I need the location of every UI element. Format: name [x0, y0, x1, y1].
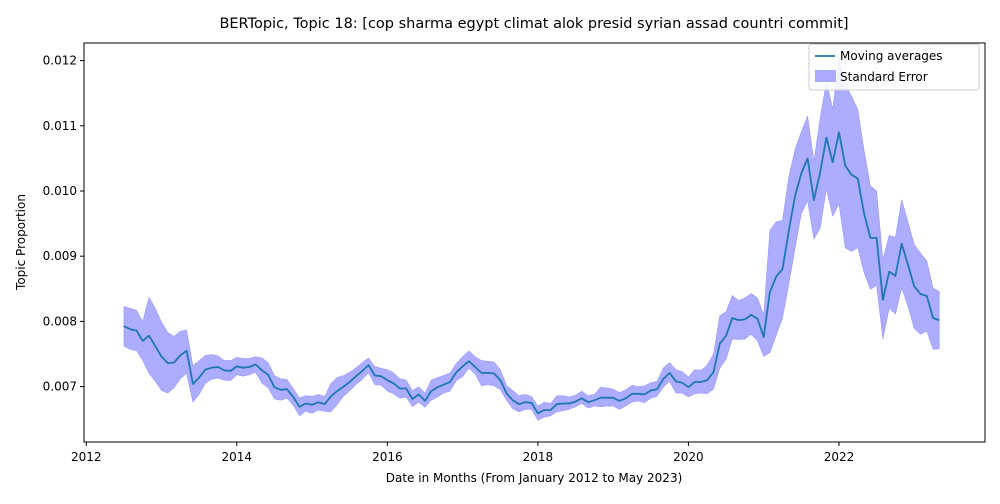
- y-axis-label: Topic Proportion: [14, 194, 28, 291]
- chart-title: BERTopic, Topic 18: [cop sharma egypt cl…: [219, 16, 848, 32]
- x-tick-label: 2016: [372, 450, 403, 464]
- x-tick-label: 2020: [673, 450, 704, 464]
- x-tick-label: 2022: [824, 450, 855, 464]
- x-axis: 2012 2014 2016 2018 2020 2022: [71, 442, 854, 464]
- legend-label-moving-averages: Moving averages: [840, 49, 943, 63]
- legend-label-standard-error: Standard Error: [840, 70, 928, 84]
- y-axis: 0.007 0.008 0.009 0.010 0.011 0.012: [43, 54, 84, 394]
- plot-area: [123, 57, 940, 421]
- legend: Moving averages Standard Error: [808, 43, 980, 91]
- x-tick-label: 2012: [71, 450, 102, 464]
- y-tick-label: 0.011: [43, 119, 77, 133]
- standard-error-band: [123, 57, 940, 421]
- y-tick-label: 0.009: [43, 249, 77, 263]
- x-axis-label: Date in Months (From January 2012 to May…: [386, 471, 683, 485]
- moving-average-line: [123, 131, 940, 415]
- x-tick-label: 2014: [222, 450, 253, 464]
- y-tick-label: 0.012: [43, 54, 77, 68]
- x-tick-label: 2018: [523, 450, 554, 464]
- legend-box: [808, 43, 980, 91]
- y-tick-label: 0.008: [43, 314, 77, 328]
- plot-frame: [83, 42, 986, 443]
- y-tick-label: 0.007: [43, 380, 77, 394]
- y-tick-label: 0.010: [43, 184, 77, 198]
- legend-band-swatch: [815, 70, 836, 82]
